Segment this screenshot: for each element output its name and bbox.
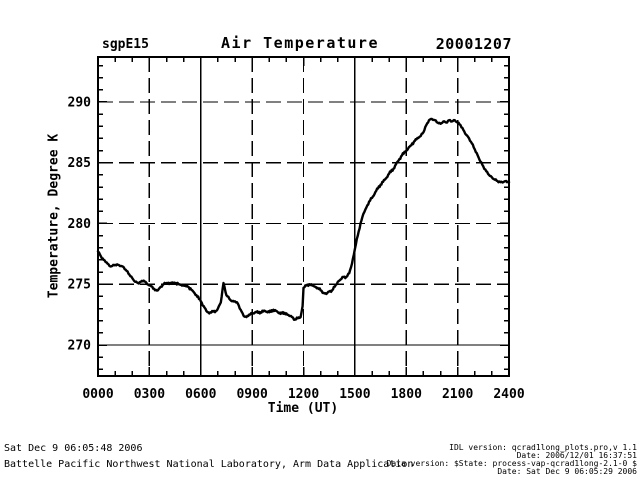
x-axis-title: Time (UT): [267, 401, 339, 416]
idl-version-date-line: Date: 2006/12/01 16:37:51: [516, 451, 637, 460]
y-axis-title: Temperature, Degree K: [46, 133, 62, 299]
page-title: Air Temperature: [221, 34, 379, 52]
x-tick-label: 0900: [236, 387, 267, 402]
generation-timestamp: Sat Dec 9 06:05:48 2006: [4, 443, 143, 454]
x-tick-label: 1800: [391, 387, 422, 402]
version-info-block: IDL version: qcrad1long_plots.pro,v 1.1 …: [387, 444, 637, 476]
x-tick-label: 1500: [339, 387, 370, 402]
y-tick-label: 280: [68, 217, 92, 232]
y-tick-label: 290: [68, 95, 92, 110]
x-tick-label: 1200: [288, 387, 319, 402]
gridlines: [98, 57, 509, 376]
tick-labels: 0000 0300 0600 0900 1200 1500 1800 2100 2400 270 2…: [68, 95, 525, 402]
x-tick-label: 0000: [82, 387, 113, 402]
idl-version-line: IDL version: qcrad1long_plots.pro,v 1.1: [449, 443, 637, 452]
y-tick-label: 275: [68, 278, 91, 293]
y-tick-label: 270: [68, 339, 92, 354]
x-tick-label: 0600: [185, 387, 216, 402]
laboratory-credit: Battelle Pacific Northwest National Labo…: [4, 459, 414, 470]
temperature-series-line: [96, 117, 511, 321]
date-label: 20001207: [435, 35, 512, 53]
x-tick-label: 0300: [134, 387, 165, 402]
plot-frame: [97, 56, 510, 377]
data-version-line: Data version: $State: process-vap-qcrad1…: [386, 459, 637, 468]
y-tick-label: 285: [68, 156, 91, 171]
x-tick-label: 2400: [493, 387, 524, 402]
facility-label: sgpE15: [102, 37, 149, 52]
x-tick-label: 2100: [442, 387, 473, 402]
data-version-date-line: Date: Sat Dec 9 06:05:29 2006: [497, 467, 637, 476]
